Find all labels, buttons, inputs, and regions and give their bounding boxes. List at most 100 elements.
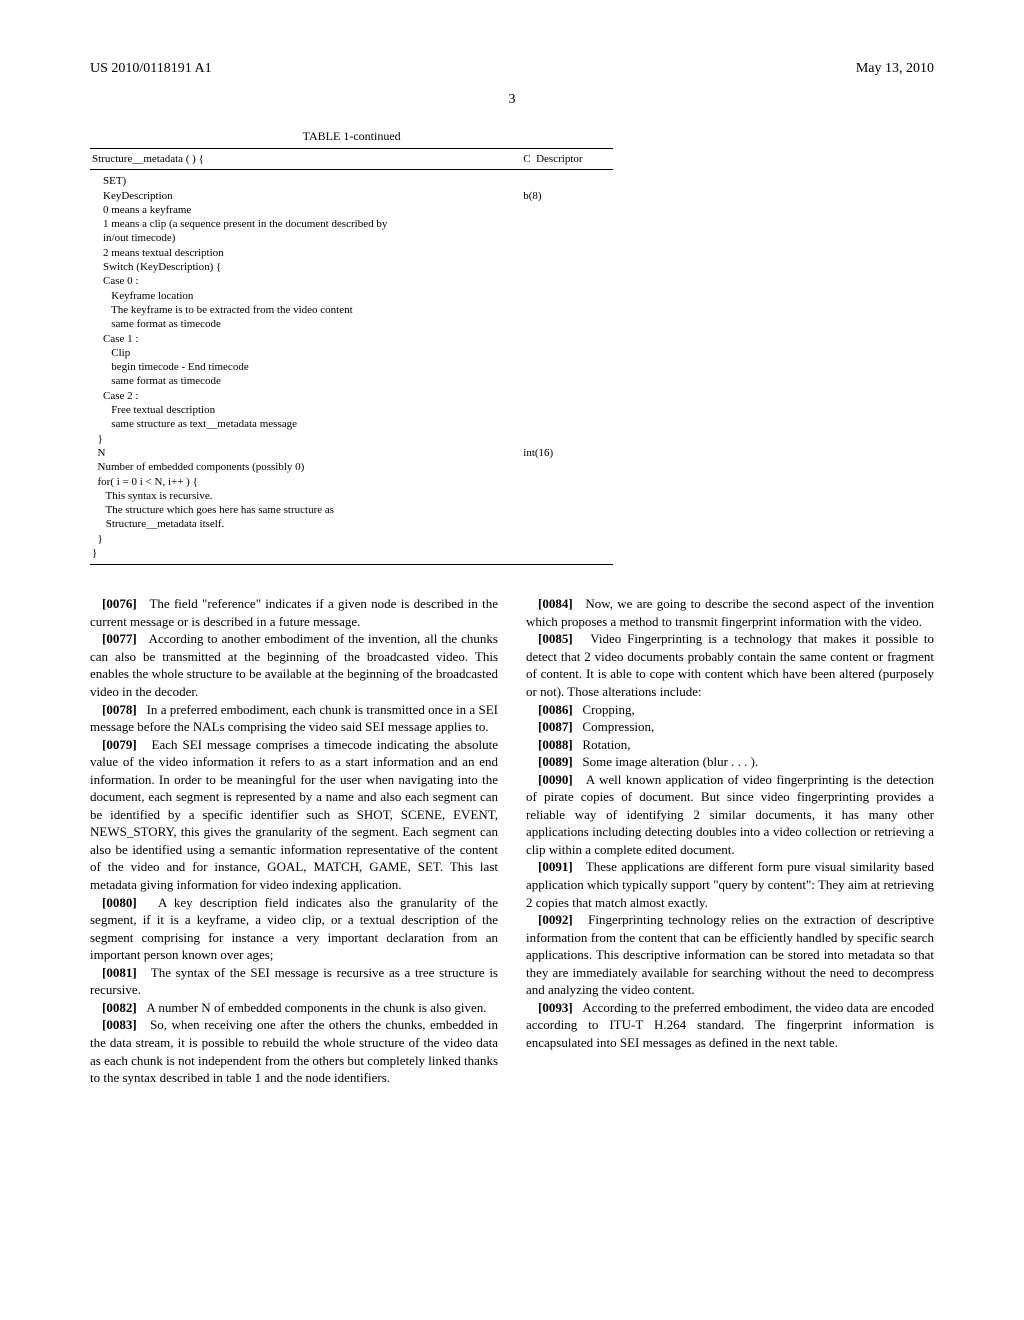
syntax-table-wrap: TABLE 1-continued Structure__metadata ( … <box>90 128 613 566</box>
paragraph: [0077] According to another embodiment o… <box>90 630 498 700</box>
syntax-line: } <box>90 432 613 446</box>
syntax-code: Free textual description <box>90 403 523 417</box>
syntax-desc <box>523 374 613 388</box>
syntax-desc <box>523 246 613 260</box>
syntax-line: Structure__metadata itself. <box>90 517 613 531</box>
para-num: [0078] <box>102 702 137 717</box>
syntax-line: Case 1 : <box>90 332 613 346</box>
syntax-line: Free textual description <box>90 403 613 417</box>
paragraph: [0083] So, when receiving one after the … <box>90 1016 498 1086</box>
syntax-desc <box>523 289 613 303</box>
para-num: [0076] <box>102 596 137 611</box>
syntax-code: } <box>90 432 523 446</box>
syntax-line: 1 means a clip (a sequence present in th… <box>90 217 613 231</box>
syntax-code: } <box>90 532 523 546</box>
syntax-line: same format as timecode <box>90 317 613 331</box>
syntax-desc <box>523 346 613 360</box>
syntax-line: Keyframe location <box>90 289 613 303</box>
syntax-code: The keyframe is to be extracted from the… <box>90 303 523 317</box>
syntax-desc <box>523 403 613 417</box>
syntax-code: Case 0 : <box>90 274 523 288</box>
syntax-desc <box>523 503 613 517</box>
syntax-desc <box>523 432 613 446</box>
para-num: [0085] <box>538 631 573 646</box>
left-column: [0076] The field "reference" indicates i… <box>90 595 498 1086</box>
syntax-line: } <box>90 546 613 560</box>
paragraph: [0082] A number N of embedded components… <box>90 999 498 1017</box>
syntax-line: KeyDescriptionb(8) <box>90 189 613 203</box>
syntax-code: SET) <box>90 174 523 188</box>
syntax-line: same format as timecode <box>90 374 613 388</box>
syntax-code: Case 2 : <box>90 389 523 403</box>
syntax-line: } <box>90 532 613 546</box>
syntax-line: Switch (KeyDescription) { <box>90 260 613 274</box>
para-num: [0091] <box>538 859 573 874</box>
syntax-code: Clip <box>90 346 523 360</box>
syntax-line: Nint(16) <box>90 446 613 460</box>
para-num: [0093] <box>538 1000 573 1015</box>
syntax-desc <box>523 389 613 403</box>
syntax-table: Structure__metadata ( ) { C Descriptor S… <box>90 148 613 565</box>
syntax-code: in/out timecode) <box>90 231 523 245</box>
syntax-line: begin timecode - End timecode <box>90 360 613 374</box>
syntax-desc <box>523 360 613 374</box>
table-head-c: C <box>523 153 530 165</box>
syntax-desc <box>523 532 613 546</box>
syntax-code: 2 means textual description <box>90 246 523 260</box>
table-title: TABLE 1-continued <box>90 128 613 144</box>
syntax-desc <box>523 274 613 288</box>
syntax-code: N <box>90 446 523 460</box>
paragraph: [0092] Fingerprinting technology relies … <box>526 911 934 999</box>
syntax-desc <box>523 231 613 245</box>
syntax-code: Switch (KeyDescription) { <box>90 260 523 274</box>
syntax-desc <box>523 217 613 231</box>
para-num: [0081] <box>102 965 137 980</box>
para-num: [0088] <box>538 737 573 752</box>
syntax-code: same format as timecode <box>90 374 523 388</box>
syntax-line: for( i = 0 i < N, i++ ) { <box>90 475 613 489</box>
syntax-line: The keyframe is to be extracted from the… <box>90 303 613 317</box>
table-head-row: Structure__metadata ( ) { C Descriptor <box>90 149 613 170</box>
para-num: [0084] <box>538 596 573 611</box>
syntax-desc <box>523 475 613 489</box>
syntax-code: same format as timecode <box>90 317 523 331</box>
para-num: [0092] <box>538 912 573 927</box>
para-num: [0090] <box>538 772 573 787</box>
syntax-code: begin timecode - End timecode <box>90 360 523 374</box>
syntax-code: for( i = 0 i < N, i++ ) { <box>90 475 523 489</box>
paragraph: [0081] The syntax of the SEI message is … <box>90 964 498 999</box>
syntax-line: same structure as text__metadata message <box>90 417 613 431</box>
syntax-desc <box>523 489 613 503</box>
syntax-code: } <box>90 546 523 560</box>
syntax-desc <box>523 317 613 331</box>
para-num: [0079] <box>102 737 137 752</box>
syntax-desc <box>523 303 613 317</box>
syntax-desc <box>523 174 613 188</box>
pub-date: May 13, 2010 <box>856 60 934 79</box>
paragraph: [0084] Now, we are going to describe the… <box>526 595 934 630</box>
paragraph: [0087] Compression, <box>526 718 934 736</box>
syntax-desc <box>523 460 613 474</box>
syntax-line: 2 means textual description <box>90 246 613 260</box>
syntax-code: Case 1 : <box>90 332 523 346</box>
syntax-code: Structure__metadata itself. <box>90 517 523 531</box>
syntax-code: 1 means a clip (a sequence present in th… <box>90 217 523 231</box>
syntax-body: SET) KeyDescriptionb(8) 0 means a keyfra… <box>90 170 613 564</box>
columns: [0076] The field "reference" indicates i… <box>90 595 934 1086</box>
syntax-code: This syntax is recursive. <box>90 489 523 503</box>
para-num: [0086] <box>538 702 573 717</box>
paragraph: [0085] Video Fingerprinting is a technol… <box>526 630 934 700</box>
syntax-desc <box>523 332 613 346</box>
syntax-code: Number of embedded components (possibly … <box>90 460 523 474</box>
paragraph: [0080] A key description field indicates… <box>90 894 498 964</box>
syntax-line: Case 0 : <box>90 274 613 288</box>
table-head-desc: Descriptor <box>536 153 582 165</box>
paragraph: [0090] A well known application of video… <box>526 771 934 859</box>
syntax-line: SET) <box>90 174 613 188</box>
syntax-desc <box>523 203 613 217</box>
para-num: [0080] <box>102 895 137 910</box>
page-number: 3 <box>90 91 934 110</box>
syntax-desc <box>523 260 613 274</box>
paragraph: [0088] Rotation, <box>526 736 934 754</box>
syntax-code: The structure which goes here has same s… <box>90 503 523 517</box>
